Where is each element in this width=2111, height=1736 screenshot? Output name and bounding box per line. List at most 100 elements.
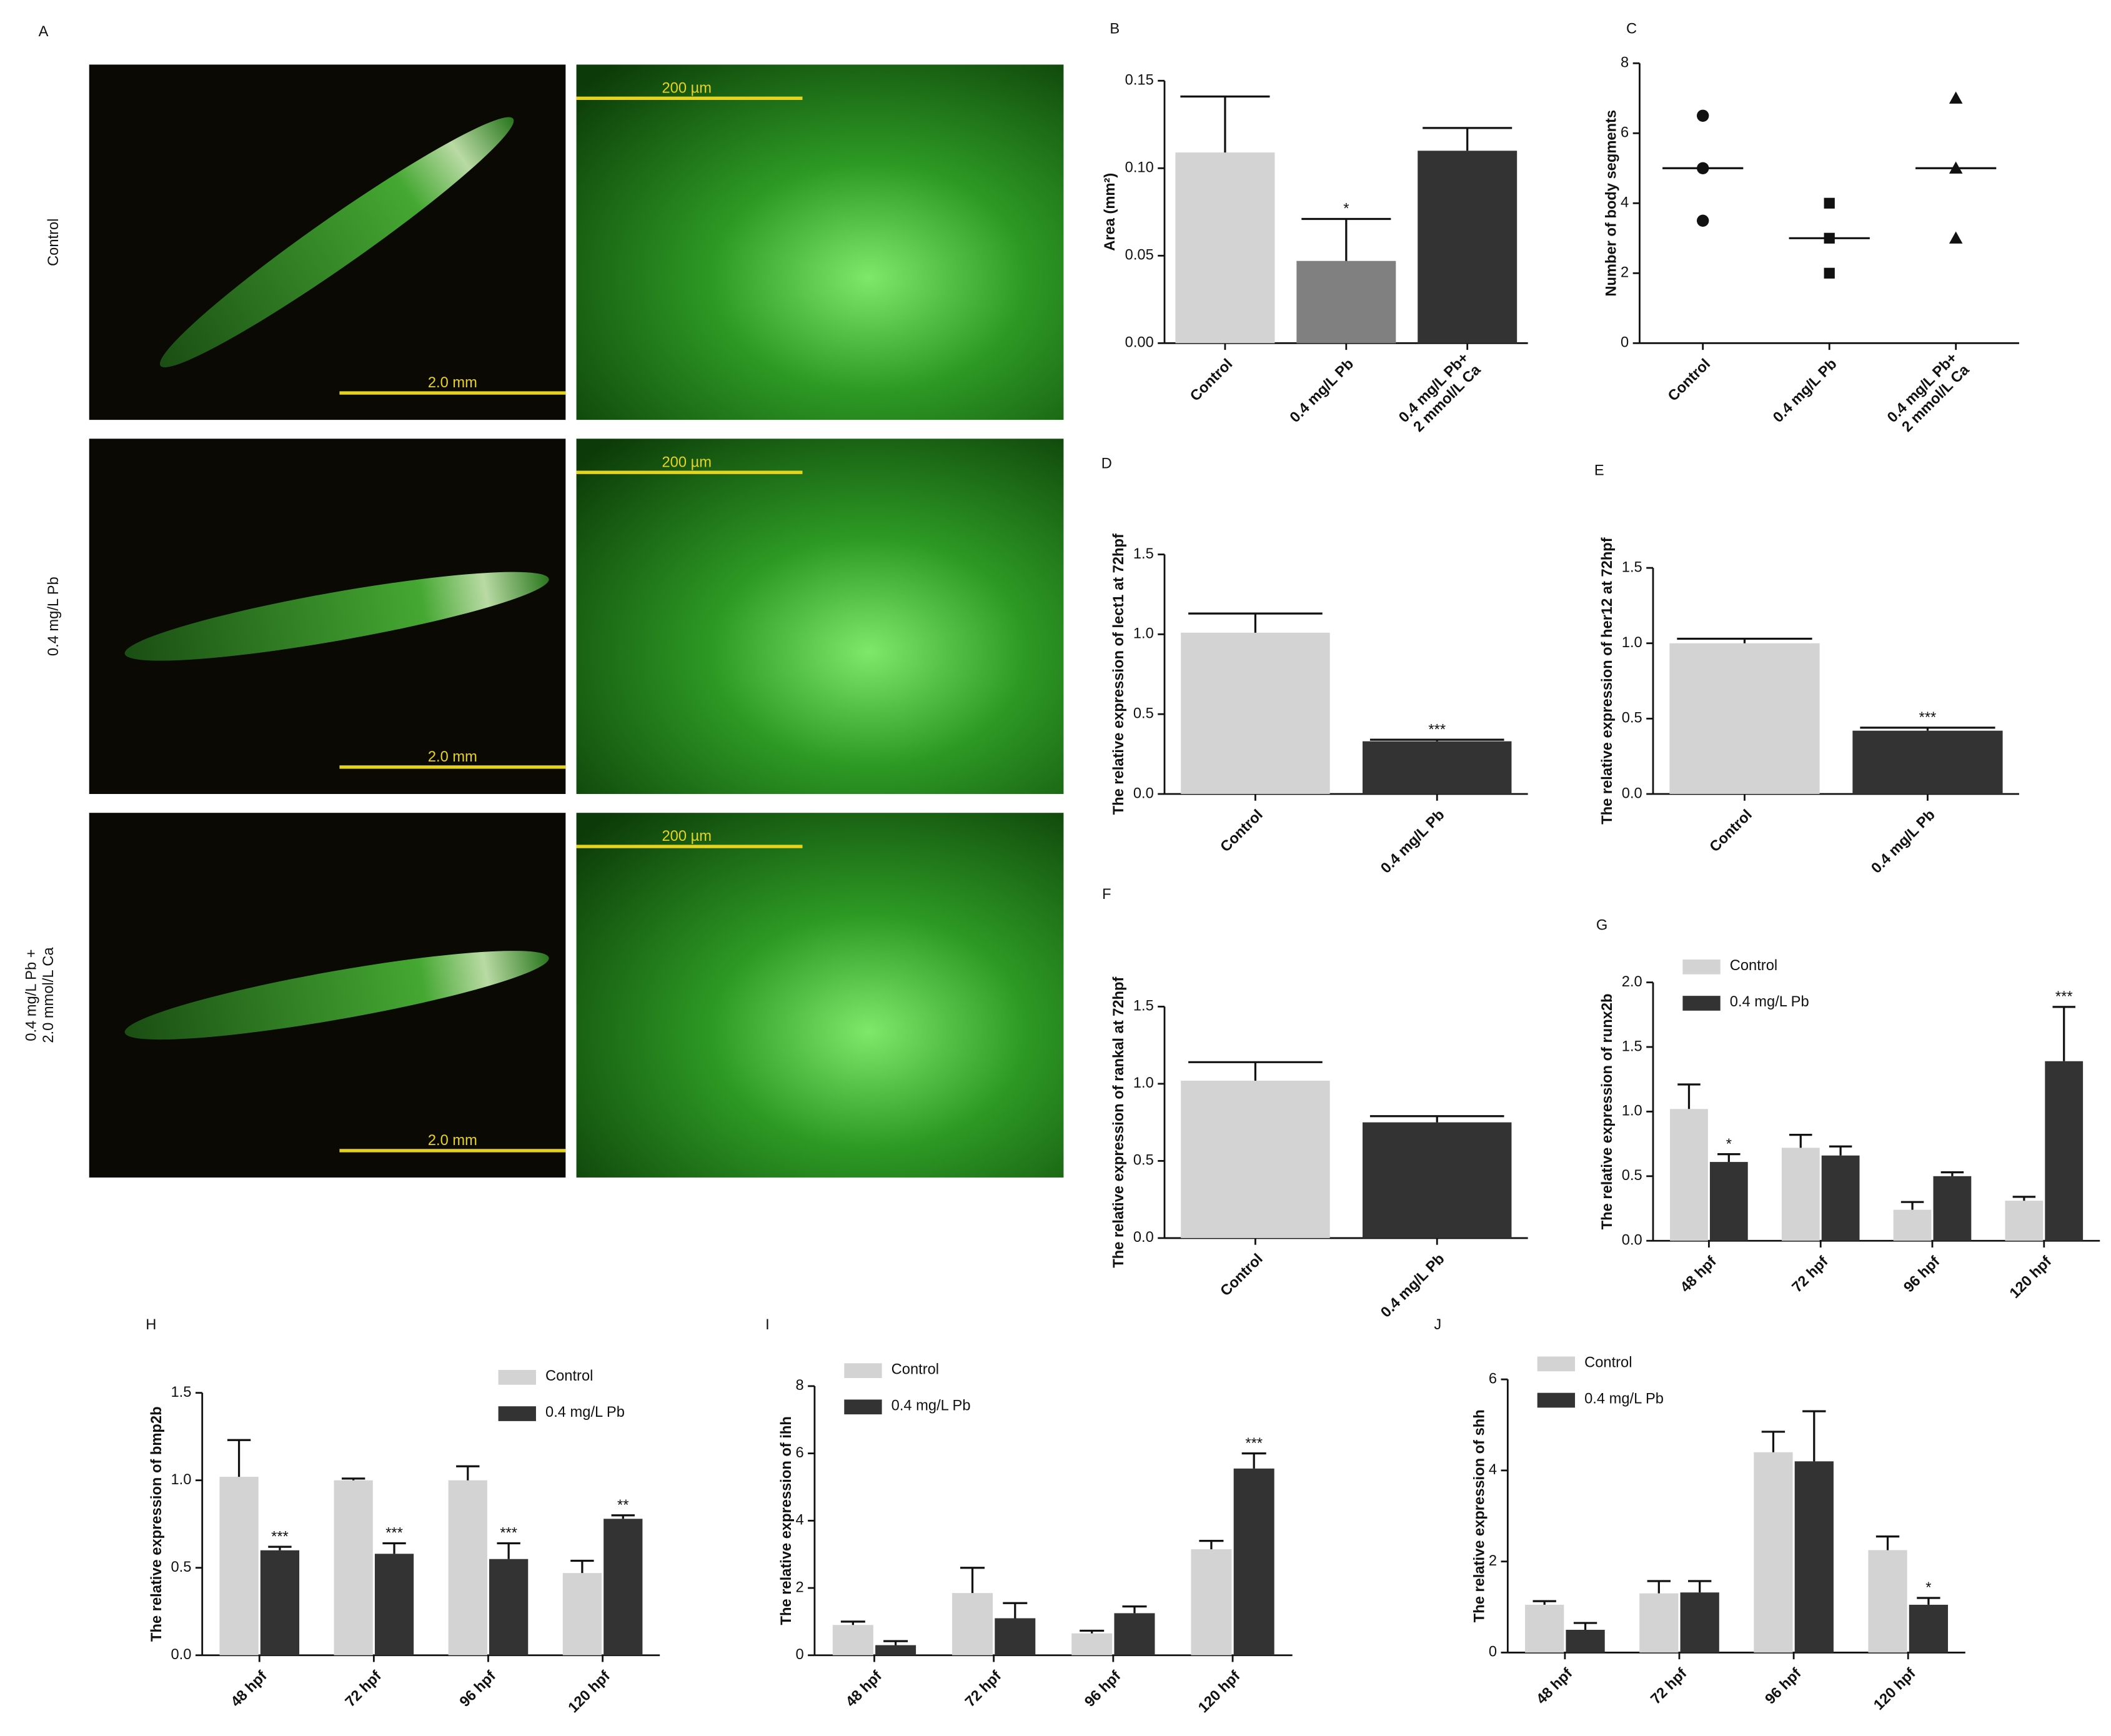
point	[1824, 197, 1835, 209]
bar	[875, 1645, 916, 1655]
row-label: Control	[46, 219, 62, 266]
x-tick-label: 120 hpf	[565, 1668, 613, 1716]
fish	[124, 951, 549, 1040]
y-tick-label: 1.0	[1133, 626, 1154, 642]
panel-label: D	[1101, 455, 1112, 472]
legend-label: 0.4 mg/L Pb	[892, 1397, 971, 1414]
bar	[2045, 1061, 2084, 1241]
y-tick-label: 0	[1621, 335, 1629, 351]
error-bar	[1717, 1153, 1741, 1163]
x-tick-label: 0.4 mg/L Pb	[1287, 356, 1357, 426]
point	[1697, 162, 1709, 174]
y-tick-label: 1.5	[1622, 559, 1642, 575]
bar	[219, 1477, 259, 1655]
y-tick-label: 1.0	[1622, 635, 1642, 651]
bar	[1418, 151, 1517, 344]
y-tick-label: 0.05	[1125, 247, 1154, 264]
x-tick-label: Control	[1218, 806, 1266, 855]
x-tick-label: 48 hpf	[1533, 1665, 1576, 1708]
error-bar	[1789, 1134, 1812, 1148]
y-tick-label: 6	[795, 1445, 803, 1461]
y-tick-label: 6	[1489, 1371, 1497, 1387]
bar	[2005, 1201, 2044, 1241]
bar	[603, 1519, 643, 1655]
error-bar	[1917, 1597, 1940, 1605]
y-tick-label: 1.5	[1133, 546, 1154, 562]
micrograph	[576, 813, 1064, 1178]
panel-label: I	[765, 1317, 770, 1333]
error-bar	[1940, 1171, 1964, 1176]
bar	[260, 1550, 300, 1655]
error-bar	[2012, 1196, 2036, 1201]
x-tick-label: 0.4 mg/L Pb	[1378, 1251, 1448, 1321]
y-tick-label: 1.0	[171, 1472, 192, 1488]
significance: ***	[500, 1525, 517, 1542]
point	[1824, 232, 1835, 244]
error-bar	[1677, 637, 1812, 643]
bar	[448, 1480, 487, 1655]
y-tick-label: 4	[1489, 1462, 1497, 1478]
y-tick-label: 2	[795, 1579, 803, 1595]
error-bar	[342, 1477, 365, 1481]
bar	[1669, 643, 1820, 795]
error-bar	[497, 1542, 520, 1559]
panel-label: A	[39, 24, 49, 40]
x-tick-label: 72 hpf	[1648, 1665, 1691, 1708]
bar	[1296, 260, 1396, 344]
x-tick-label: 120 hpf	[1870, 1665, 1919, 1714]
bar	[374, 1554, 414, 1655]
error-bar	[1199, 1540, 1224, 1550]
x-tick-label: 48 hpf	[1677, 1254, 1720, 1296]
error-bar	[840, 1620, 865, 1625]
y-tick-label: 6	[1621, 125, 1629, 141]
significance: ***	[1245, 1436, 1263, 1452]
micrograph	[576, 439, 1064, 795]
bar	[334, 1480, 373, 1655]
scale-bar-label: 2.0 mm	[428, 1133, 477, 1149]
bar	[1233, 1468, 1274, 1655]
significance: ***	[2055, 989, 2073, 1005]
bar	[1680, 1592, 1719, 1653]
legend-label: Control	[1730, 958, 1777, 974]
row-label: 0.4 mg/L Pb	[46, 577, 62, 656]
significance: ***	[271, 1529, 289, 1545]
legend-swatch	[498, 1370, 536, 1385]
legend-label: 0.4 mg/L Pb	[545, 1404, 625, 1421]
y-tick-label: 0.5	[1622, 1168, 1642, 1184]
y-axis-label: Area (mm²)	[1102, 173, 1118, 251]
x-tick-label: 72 hpf	[342, 1668, 385, 1710]
point	[1697, 109, 1709, 122]
y-axis-label: The relative expression of runx2b	[1599, 994, 1616, 1230]
bar	[1362, 1122, 1512, 1238]
point	[1824, 267, 1835, 279]
error-bar	[1369, 1115, 1504, 1123]
y-tick-label: 0.0	[1622, 1232, 1642, 1248]
error-bar	[960, 1567, 985, 1594]
point	[1697, 214, 1709, 227]
error-bar	[2052, 1006, 2075, 1061]
panel-label: B	[1110, 21, 1120, 37]
x-tick-label: Control	[1187, 356, 1236, 405]
error-bar	[1188, 1061, 1323, 1081]
significance: *	[1343, 201, 1349, 217]
y-tick-label: 0.0	[1133, 785, 1154, 801]
bar	[1821, 1155, 1860, 1241]
error-bar	[1647, 1580, 1671, 1594]
bar	[1566, 1629, 1605, 1653]
legend-label: Control	[1584, 1355, 1632, 1371]
x-tick-label: 0.4 mg/L Pb+2 mmol/L Ca	[1884, 350, 1973, 439]
significance: **	[617, 1497, 628, 1514]
bar	[1893, 1209, 1932, 1241]
y-tick-label: 2	[1621, 265, 1629, 281]
point	[1949, 91, 1963, 104]
error-bar	[1900, 1201, 1924, 1210]
bar	[1525, 1604, 1564, 1653]
legend-swatch	[498, 1406, 536, 1421]
bar	[562, 1573, 602, 1655]
y-tick-label: 4	[1621, 195, 1629, 211]
legend-label: 0.4 mg/L Pb	[1584, 1391, 1664, 1407]
error-bar	[1369, 738, 1504, 742]
y-axis-label: The relative expression of shh	[1471, 1409, 1488, 1622]
legend-label: 0.4 mg/L Pb	[1730, 994, 1809, 1010]
y-axis-label: The relative expression of rankal at 72h…	[1111, 977, 1127, 1268]
